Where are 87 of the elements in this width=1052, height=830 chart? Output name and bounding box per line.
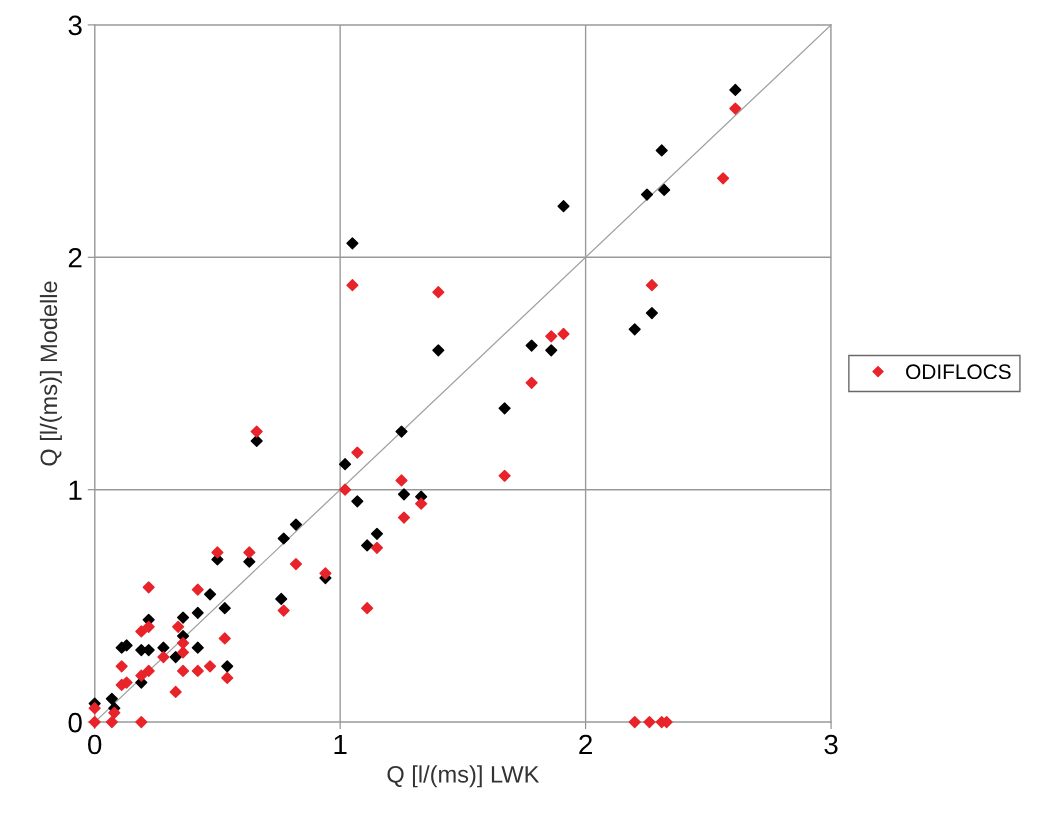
- point: [142, 620, 155, 633]
- point: [395, 425, 408, 438]
- point: [432, 286, 445, 299]
- point: [157, 650, 170, 664]
- point: [498, 402, 511, 415]
- point: [395, 474, 408, 487]
- point: [351, 446, 364, 459]
- point: [557, 327, 570, 341]
- point: [157, 641, 170, 654]
- x-axis-title: Q [l/(ms)] LWK: [387, 765, 540, 788]
- point: [645, 307, 658, 320]
- x-tick-label: 3: [824, 734, 838, 755]
- point: [88, 716, 101, 729]
- point: [545, 344, 558, 357]
- point: [729, 83, 742, 97]
- y-axis-title: Q [l/(ms)] Modelle: [39, 281, 62, 466]
- point: [176, 646, 190, 659]
- y-tick-label: 0: [68, 712, 82, 733]
- point: [135, 716, 148, 729]
- point: [176, 637, 190, 650]
- point: [221, 671, 234, 685]
- point: [289, 518, 303, 531]
- point: [658, 183, 671, 196]
- point: [361, 602, 374, 615]
- point: [289, 557, 303, 571]
- point: [142, 581, 155, 594]
- point: [88, 702, 101, 715]
- point: [645, 279, 658, 292]
- point: [557, 200, 570, 213]
- point: [275, 592, 288, 606]
- point: [243, 546, 256, 559]
- point: [640, 188, 654, 201]
- point: [643, 716, 656, 729]
- point: [525, 339, 538, 352]
- point: [191, 583, 204, 596]
- y-tick-label: 1: [69, 480, 82, 500]
- point: [108, 706, 121, 719]
- point: [338, 483, 352, 496]
- x-tick-label: 1: [334, 734, 347, 755]
- point: [176, 664, 190, 678]
- point: [346, 237, 359, 250]
- point: [370, 541, 384, 554]
- point: [397, 488, 411, 501]
- point: [191, 606, 204, 619]
- point: [191, 641, 204, 654]
- point: [277, 532, 290, 545]
- point: [191, 664, 204, 678]
- point: [351, 495, 364, 508]
- point: [203, 660, 217, 673]
- point: [319, 567, 332, 580]
- point: [397, 511, 411, 524]
- point: [142, 664, 155, 678]
- point: [346, 279, 359, 292]
- point: [432, 344, 445, 357]
- point: [277, 604, 290, 617]
- point: [169, 685, 182, 698]
- x-tick-label: 0: [88, 734, 102, 755]
- y-tick-label: 2: [68, 247, 82, 268]
- point: [176, 611, 190, 624]
- point: [370, 527, 384, 540]
- point: [628, 716, 641, 729]
- point: [361, 539, 374, 552]
- point: [545, 330, 558, 343]
- point: [498, 469, 511, 482]
- y-tick-label: 3: [68, 15, 82, 36]
- point: [218, 602, 231, 615]
- point: [105, 716, 118, 729]
- point: [218, 632, 231, 645]
- point: [221, 660, 234, 673]
- point: [415, 497, 428, 510]
- point: [211, 546, 224, 559]
- point: [729, 102, 742, 115]
- legend-label: ODIFLOCS: [906, 364, 1011, 380]
- point: [203, 588, 217, 601]
- point: [135, 669, 148, 682]
- point: [655, 144, 668, 157]
- point: [250, 425, 263, 438]
- point: [628, 323, 641, 336]
- point: [717, 172, 730, 185]
- point: [172, 620, 185, 633]
- point: [525, 376, 538, 389]
- x-tick-label: 2: [579, 734, 592, 755]
- point: [105, 692, 118, 705]
- point: [135, 625, 148, 638]
- point: [169, 650, 182, 664]
- point: [115, 660, 128, 673]
- point: [338, 458, 352, 471]
